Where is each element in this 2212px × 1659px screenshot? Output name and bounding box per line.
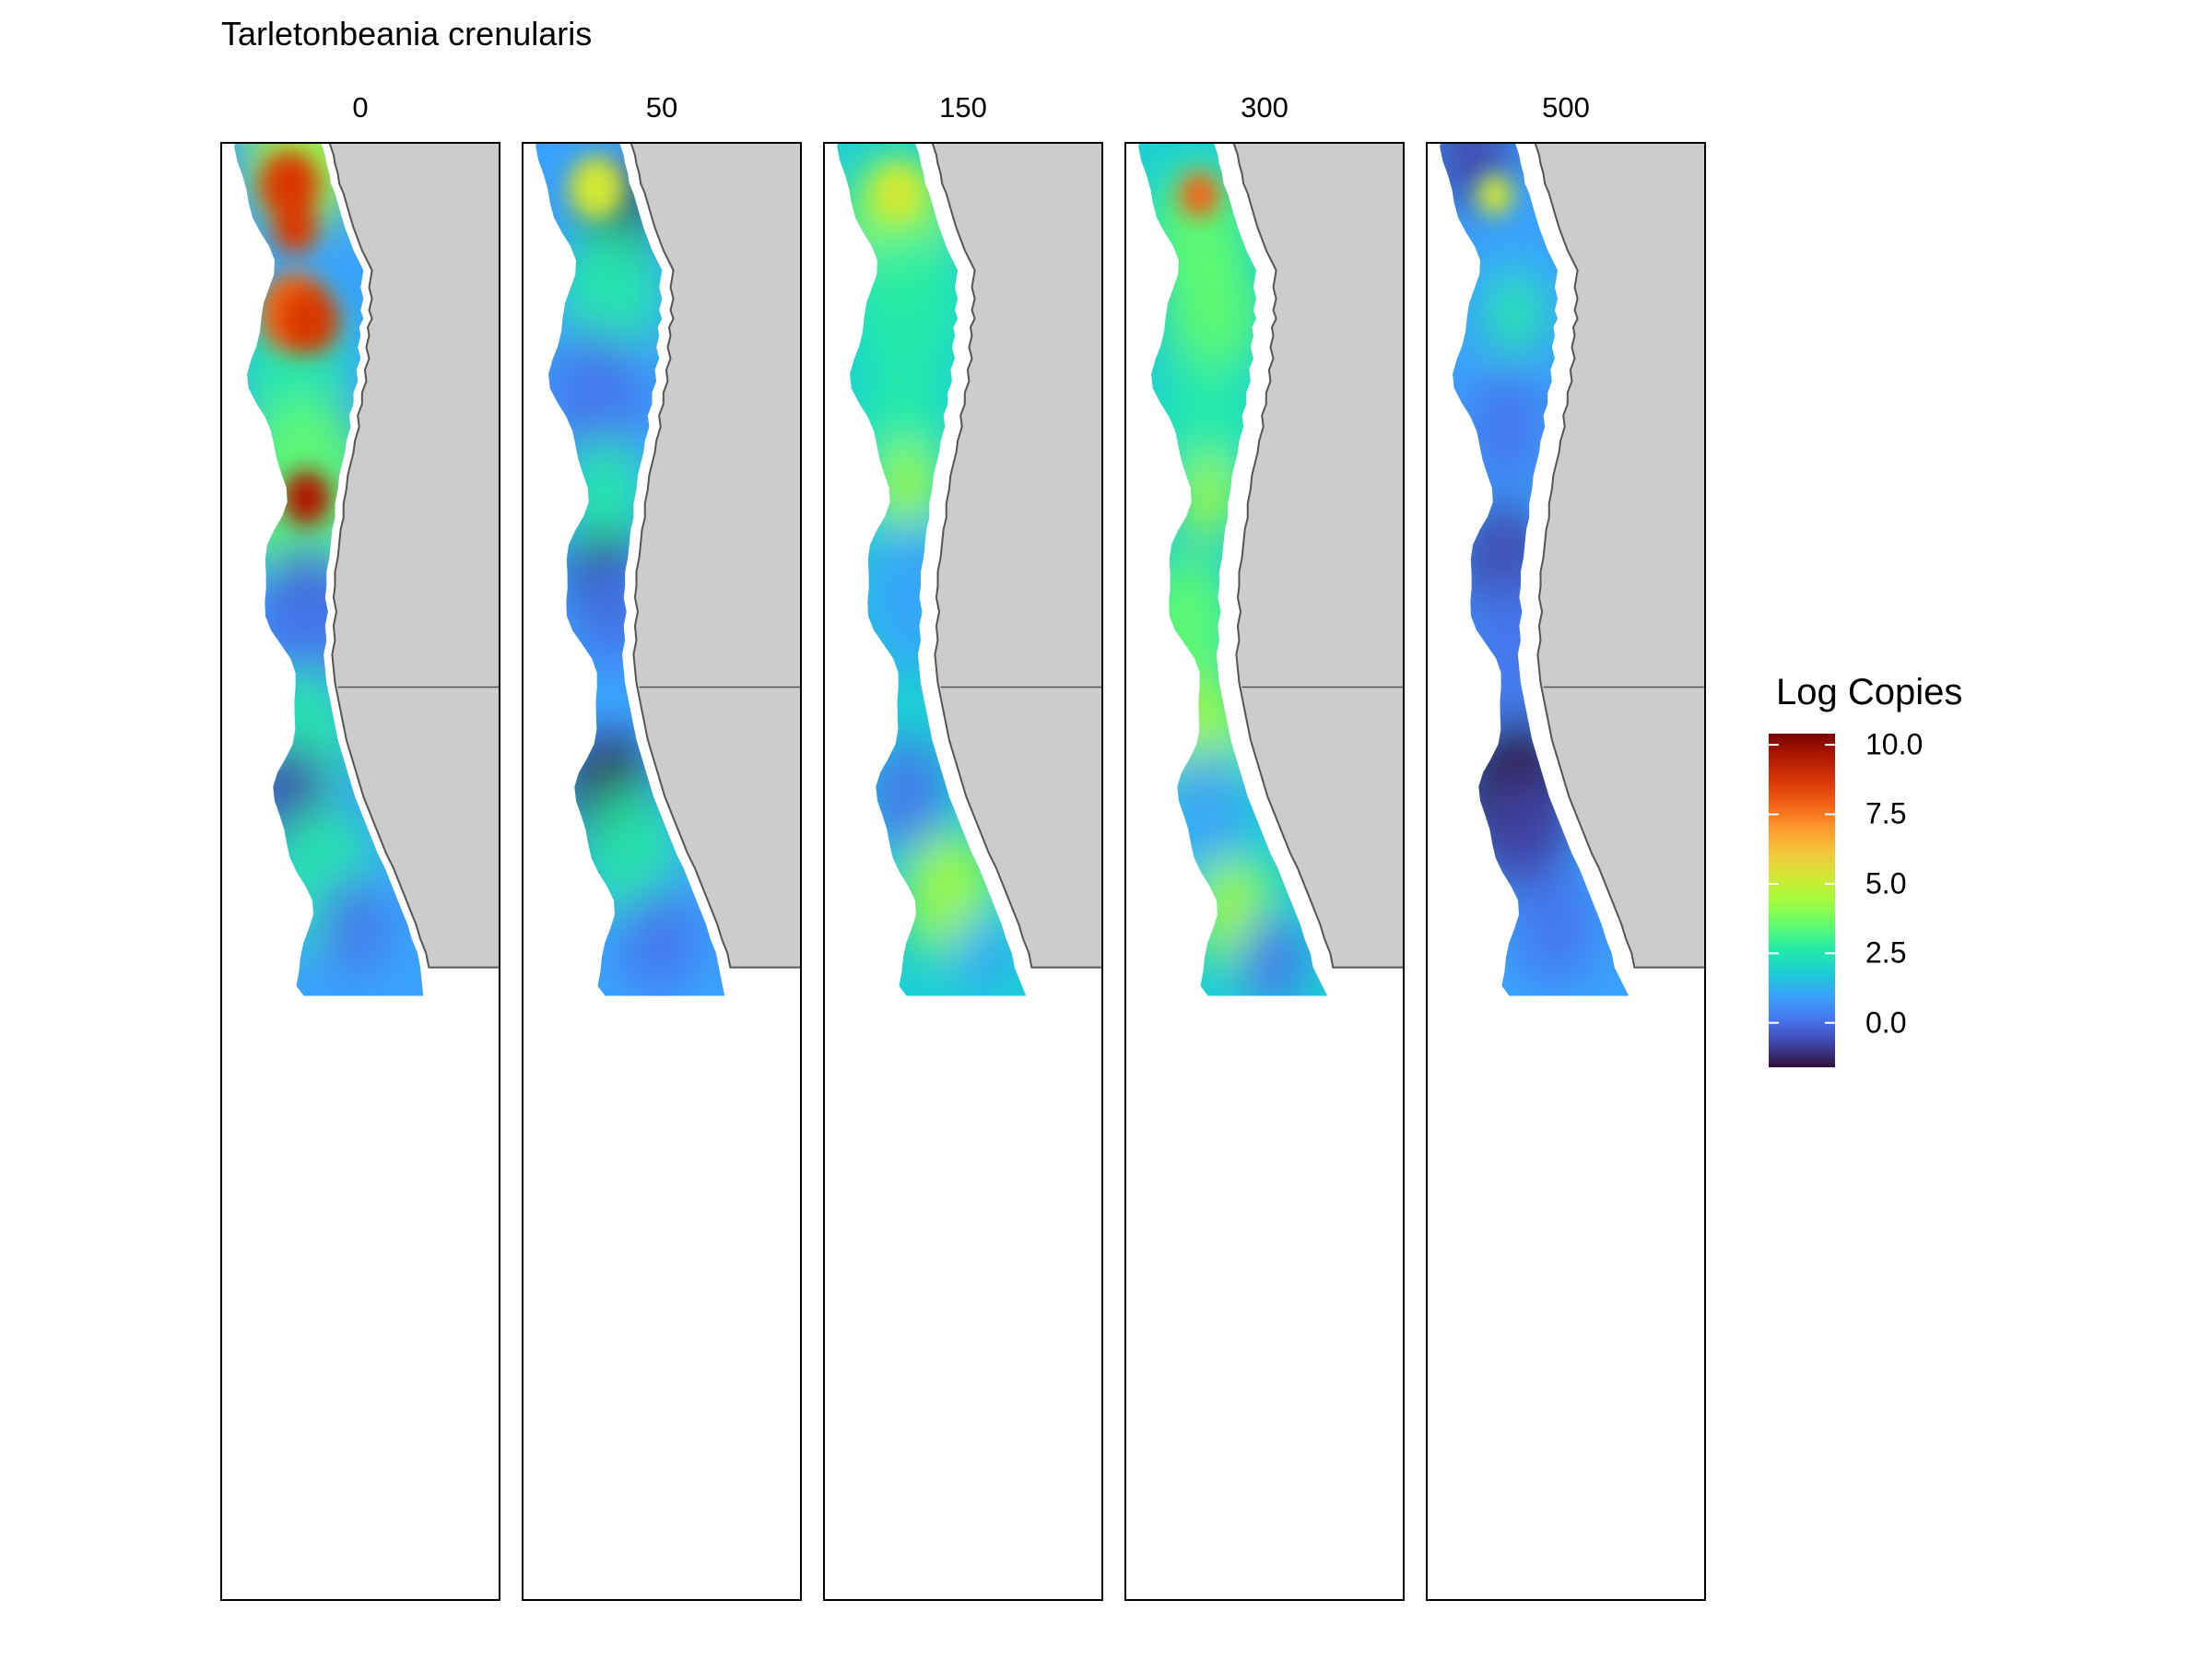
panel-frame <box>1426 142 1706 1601</box>
panel-frame <box>1124 142 1405 1601</box>
panel-label-depth-300: 300 <box>1241 91 1288 124</box>
panel-frame <box>220 142 500 1601</box>
legend-tick-label: 5.0 <box>1865 866 1907 900</box>
legend-tick-label: 10.0 <box>1865 727 1924 761</box>
map-panel-0 <box>220 142 500 1601</box>
panel-label-depth-50: 50 <box>645 91 678 124</box>
legend-tick-label: 7.5 <box>1865 796 1907 830</box>
panel-frame <box>522 142 802 1601</box>
land-area <box>1232 143 1404 969</box>
legend-colorbar <box>1769 734 1835 1067</box>
legend-tick-label: 0.0 <box>1865 1006 1907 1040</box>
panel-label-depth-500: 500 <box>1542 91 1590 124</box>
figure-title: Tarletonbeania crenularis <box>221 15 593 53</box>
land-area <box>931 143 1102 969</box>
map-panel-300 <box>1124 142 1405 1601</box>
panel-label-depth-150: 150 <box>939 91 987 124</box>
map-panel-50 <box>522 142 802 1601</box>
legend-title: Log Copies <box>1776 672 1963 712</box>
map-panel-150 <box>823 142 1103 1601</box>
panel-label-depth-0: 0 <box>352 91 369 124</box>
panel-frame <box>823 142 1103 1601</box>
legend-tick-label: 2.5 <box>1865 935 1907 970</box>
land-area <box>328 143 500 969</box>
map-panel-500 <box>1426 142 1706 1601</box>
land-area <box>1534 143 1705 969</box>
legend-ticks <box>1769 744 1835 1024</box>
land-area <box>629 143 801 969</box>
